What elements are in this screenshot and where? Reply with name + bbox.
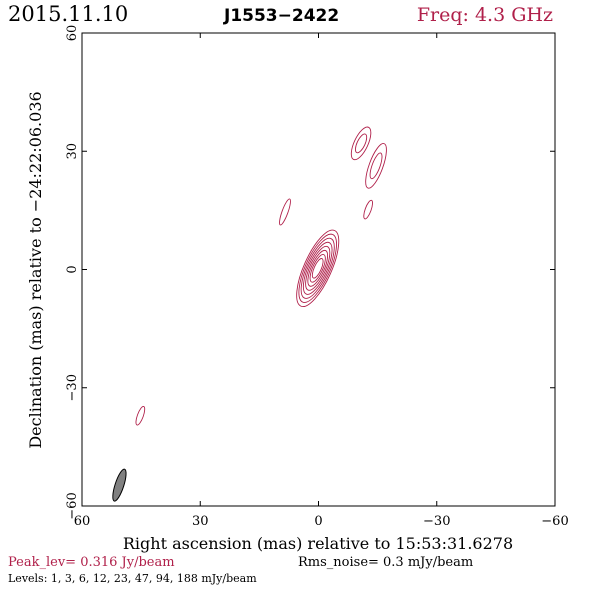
- contour-components: [135, 126, 387, 426]
- y-tick-label: −30: [65, 374, 80, 401]
- peak-level: Peak_lev= 0.316 Jy/beam: [8, 555, 175, 570]
- plot-frame: [81, 32, 556, 507]
- x-tick-labels: 60 30 0 −30 −60: [74, 514, 569, 529]
- frequency-label: Freq: 4.3 GHz: [417, 4, 553, 26]
- x-tick-label: −30: [423, 514, 450, 529]
- contour-level: [298, 233, 337, 303]
- component-blob-left: [279, 198, 291, 226]
- contour-level: [350, 126, 372, 161]
- observation-date: 2015.11.10: [8, 2, 128, 26]
- contour-level: [311, 258, 324, 279]
- y-tick-label: 0: [65, 265, 80, 273]
- component-core: [296, 229, 340, 307]
- contour-level: [355, 133, 368, 154]
- y-tick-labels: −60 −30 0 30 60: [65, 25, 80, 520]
- component-jet-a: [350, 126, 372, 161]
- component-blob-low: [135, 405, 146, 426]
- contour-levels: Levels: 1, 3, 6, 12, 23, 47, 94, 188 mJy…: [8, 572, 257, 585]
- beam-ellipse: [112, 468, 127, 502]
- contour-level: [305, 245, 331, 291]
- x-tick-label: 0: [314, 514, 322, 529]
- source-name: J1553−2422: [223, 6, 339, 26]
- contour-level: [309, 254, 326, 283]
- axis-ticks: [81, 32, 556, 507]
- y-axis-label: Declination (mas) relative to −24:22:06.…: [26, 91, 45, 448]
- contour-level: [363, 199, 373, 220]
- y-tick-label: 60: [65, 25, 80, 42]
- contour-level: [279, 198, 291, 226]
- x-tick-label: 60: [74, 514, 91, 529]
- rms-noise: Rms_noise= 0.3 mJy/beam: [298, 555, 473, 570]
- contour-level: [135, 405, 146, 426]
- x-tick-label: −60: [541, 514, 568, 529]
- contour-level: [307, 249, 329, 287]
- contour-level: [369, 152, 383, 180]
- contour-level: [296, 229, 340, 307]
- contour-level: [365, 143, 387, 189]
- component-jet-b: [365, 143, 387, 189]
- component-jet-c: [363, 199, 373, 220]
- y-tick-label: −60: [65, 492, 80, 519]
- x-tick-label: 30: [192, 514, 209, 529]
- contour-level: [300, 237, 335, 299]
- x-axis-label: Right ascension (mas) relative to 15:53:…: [123, 534, 513, 553]
- contour-level: [302, 241, 333, 295]
- beam-shape: [112, 468, 127, 502]
- y-tick-label: 30: [65, 143, 80, 160]
